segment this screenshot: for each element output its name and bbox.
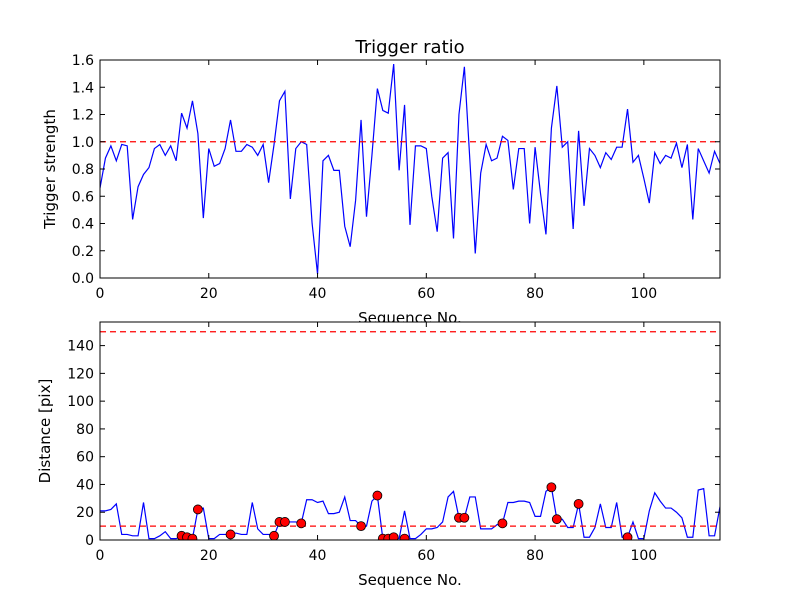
series-group [100, 331, 720, 540]
y-tick-label: 140 [67, 339, 94, 355]
y-tick-label: 1.6 [72, 53, 94, 69]
x-tick-label: 20 [200, 286, 218, 302]
x-tick-label: 80 [526, 286, 544, 302]
data-point-marker [280, 517, 290, 527]
plot-area [100, 322, 720, 540]
x-tick-label: 100 [630, 548, 657, 564]
y-tick-label: 20 [76, 505, 94, 521]
x-tick-label: 60 [417, 548, 435, 564]
y-tick-label: 0.4 [72, 217, 94, 233]
y-tick-label: 120 [67, 366, 94, 382]
axes-frame [99, 321, 721, 541]
x-tick-label: 40 [309, 548, 327, 564]
x-tick-label: 20 [200, 548, 218, 564]
y-axis-label: Distance [pix] [36, 379, 54, 484]
y-axis-label: Trigger strength [41, 109, 59, 230]
x-axis-label: Sequence No. [358, 571, 462, 589]
data-point-marker [459, 512, 470, 523]
x-tick-label: 80 [526, 548, 544, 564]
chart-title: Trigger ratio [354, 37, 464, 58]
data-point-marker [399, 533, 410, 540]
y-tick-label: 1.2 [72, 108, 94, 124]
y-tick-label: 0 [85, 533, 94, 549]
series-group [100, 64, 720, 274]
y-tick-label: 100 [67, 394, 94, 410]
y-tick-label: 0.0 [72, 271, 94, 287]
data-point-marker [356, 521, 366, 532]
plot-area [100, 60, 720, 278]
data-point-marker [388, 532, 399, 540]
y-tick-label: 1.4 [72, 80, 94, 96]
series-line [100, 64, 720, 274]
y-tick-label: 60 [76, 450, 94, 466]
trigger-ratio-chart: 0 20 40 60 80 1000.00.20.40.60.81.01.21.41.6S… [41, 37, 721, 327]
data-point-marker [622, 532, 633, 540]
data-point-marker [269, 530, 279, 540]
data-point-marker [296, 518, 307, 529]
y-tick-label: 40 [76, 477, 94, 493]
y-tick-label: 0.8 [72, 162, 94, 178]
y-tick-label: 80 [76, 422, 94, 438]
data-point-marker [546, 482, 557, 493]
distance-chart: 0 20 40 60 80 100 0 20 40 60 80 100 120 140 Sequence N… [36, 321, 721, 589]
x-tick-label: 0 [96, 548, 105, 564]
data-point-marker [372, 490, 383, 501]
y-tick-label: 1.0 [72, 135, 94, 151]
series-line [100, 486, 720, 540]
data-point-marker [225, 529, 236, 540]
data-point-marker [192, 504, 203, 515]
x-tick-label: 100 [630, 286, 657, 302]
data-point-marker [551, 514, 562, 525]
data-point-marker [187, 533, 198, 540]
y-tick-label: 0.2 [72, 244, 94, 260]
y-tick-label: 0.6 [72, 189, 94, 205]
x-tick-label: 40 [309, 286, 327, 302]
x-tick-label: 0 [96, 286, 105, 302]
data-point-marker [497, 518, 508, 529]
x-tick-label: 60 [417, 286, 435, 302]
data-point-marker [573, 498, 584, 509]
